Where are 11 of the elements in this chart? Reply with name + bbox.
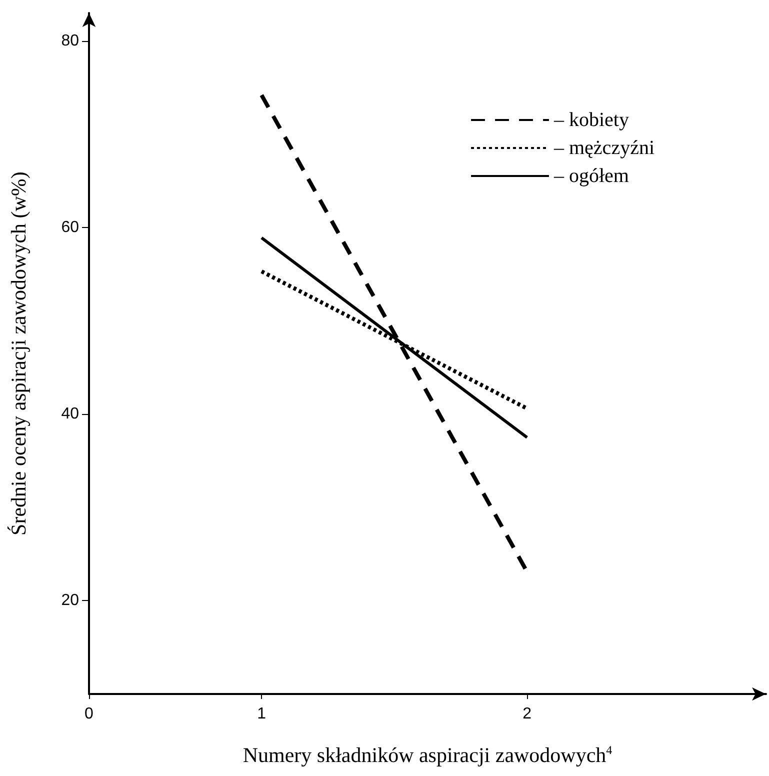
y-axis-title: Średnie oceny aspiracji zawodowych (w%)	[6, 172, 30, 536]
legend-label: – kobiety	[553, 109, 629, 131]
legend-label: – mężczyźni	[553, 137, 655, 159]
x-tick-label: 1	[257, 706, 266, 722]
x-tick-label: 0	[84, 706, 94, 722]
x-tick-label: 2	[522, 706, 532, 722]
y-tick-label: 60	[61, 219, 80, 236]
legend-label: – ogółem	[553, 165, 630, 187]
y-tick-label: 40	[61, 406, 80, 423]
y-tick-label: 80	[61, 32, 80, 50]
y-tick-label: 20	[61, 592, 80, 610]
